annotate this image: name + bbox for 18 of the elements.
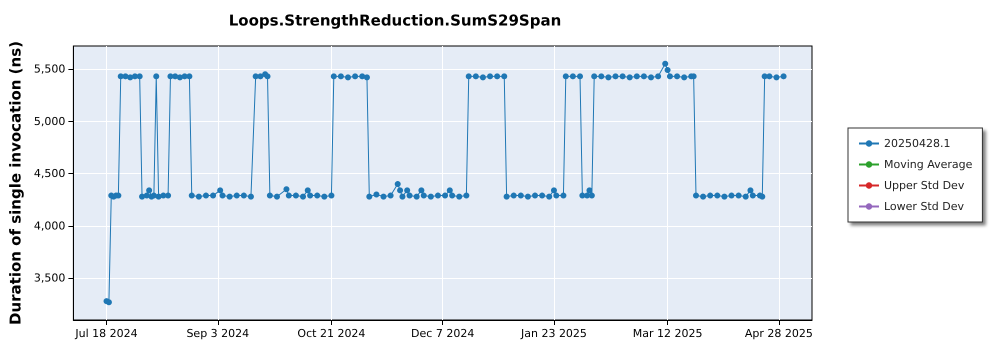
legend-label: Upper Std Dev — [884, 179, 965, 192]
legend-label: Lower Std Dev — [884, 200, 964, 213]
y-tick-label: 4,000 — [34, 219, 66, 232]
x-tick-label: Mar 12 2025 — [632, 327, 702, 340]
x-tick-label: Apr 28 2025 — [744, 327, 813, 340]
y-tick-label: 4,500 — [34, 167, 66, 180]
legend-label: 20250428.1 — [884, 137, 950, 150]
y-axis-title: Duration of single invocation (ns) — [6, 41, 24, 325]
y-tick-label: 5,000 — [34, 114, 66, 128]
x-tick-label: Jan 23 2025 — [520, 327, 587, 340]
legend-label: Moving Average — [884, 158, 973, 171]
x-tick-label: Jul 18 2024 — [74, 327, 138, 340]
chart-title: Loops.StrengthReduction.SumS29Span — [228, 12, 562, 30]
x-tick-label: Oct 21 2024 — [297, 327, 366, 340]
y-tick-label: 5,500 — [34, 62, 66, 76]
x-tick-label: Sep 3 2024 — [186, 327, 250, 340]
x-tick-label: Dec 7 2024 — [411, 327, 474, 340]
y-tick-label: 3,500 — [34, 272, 66, 285]
